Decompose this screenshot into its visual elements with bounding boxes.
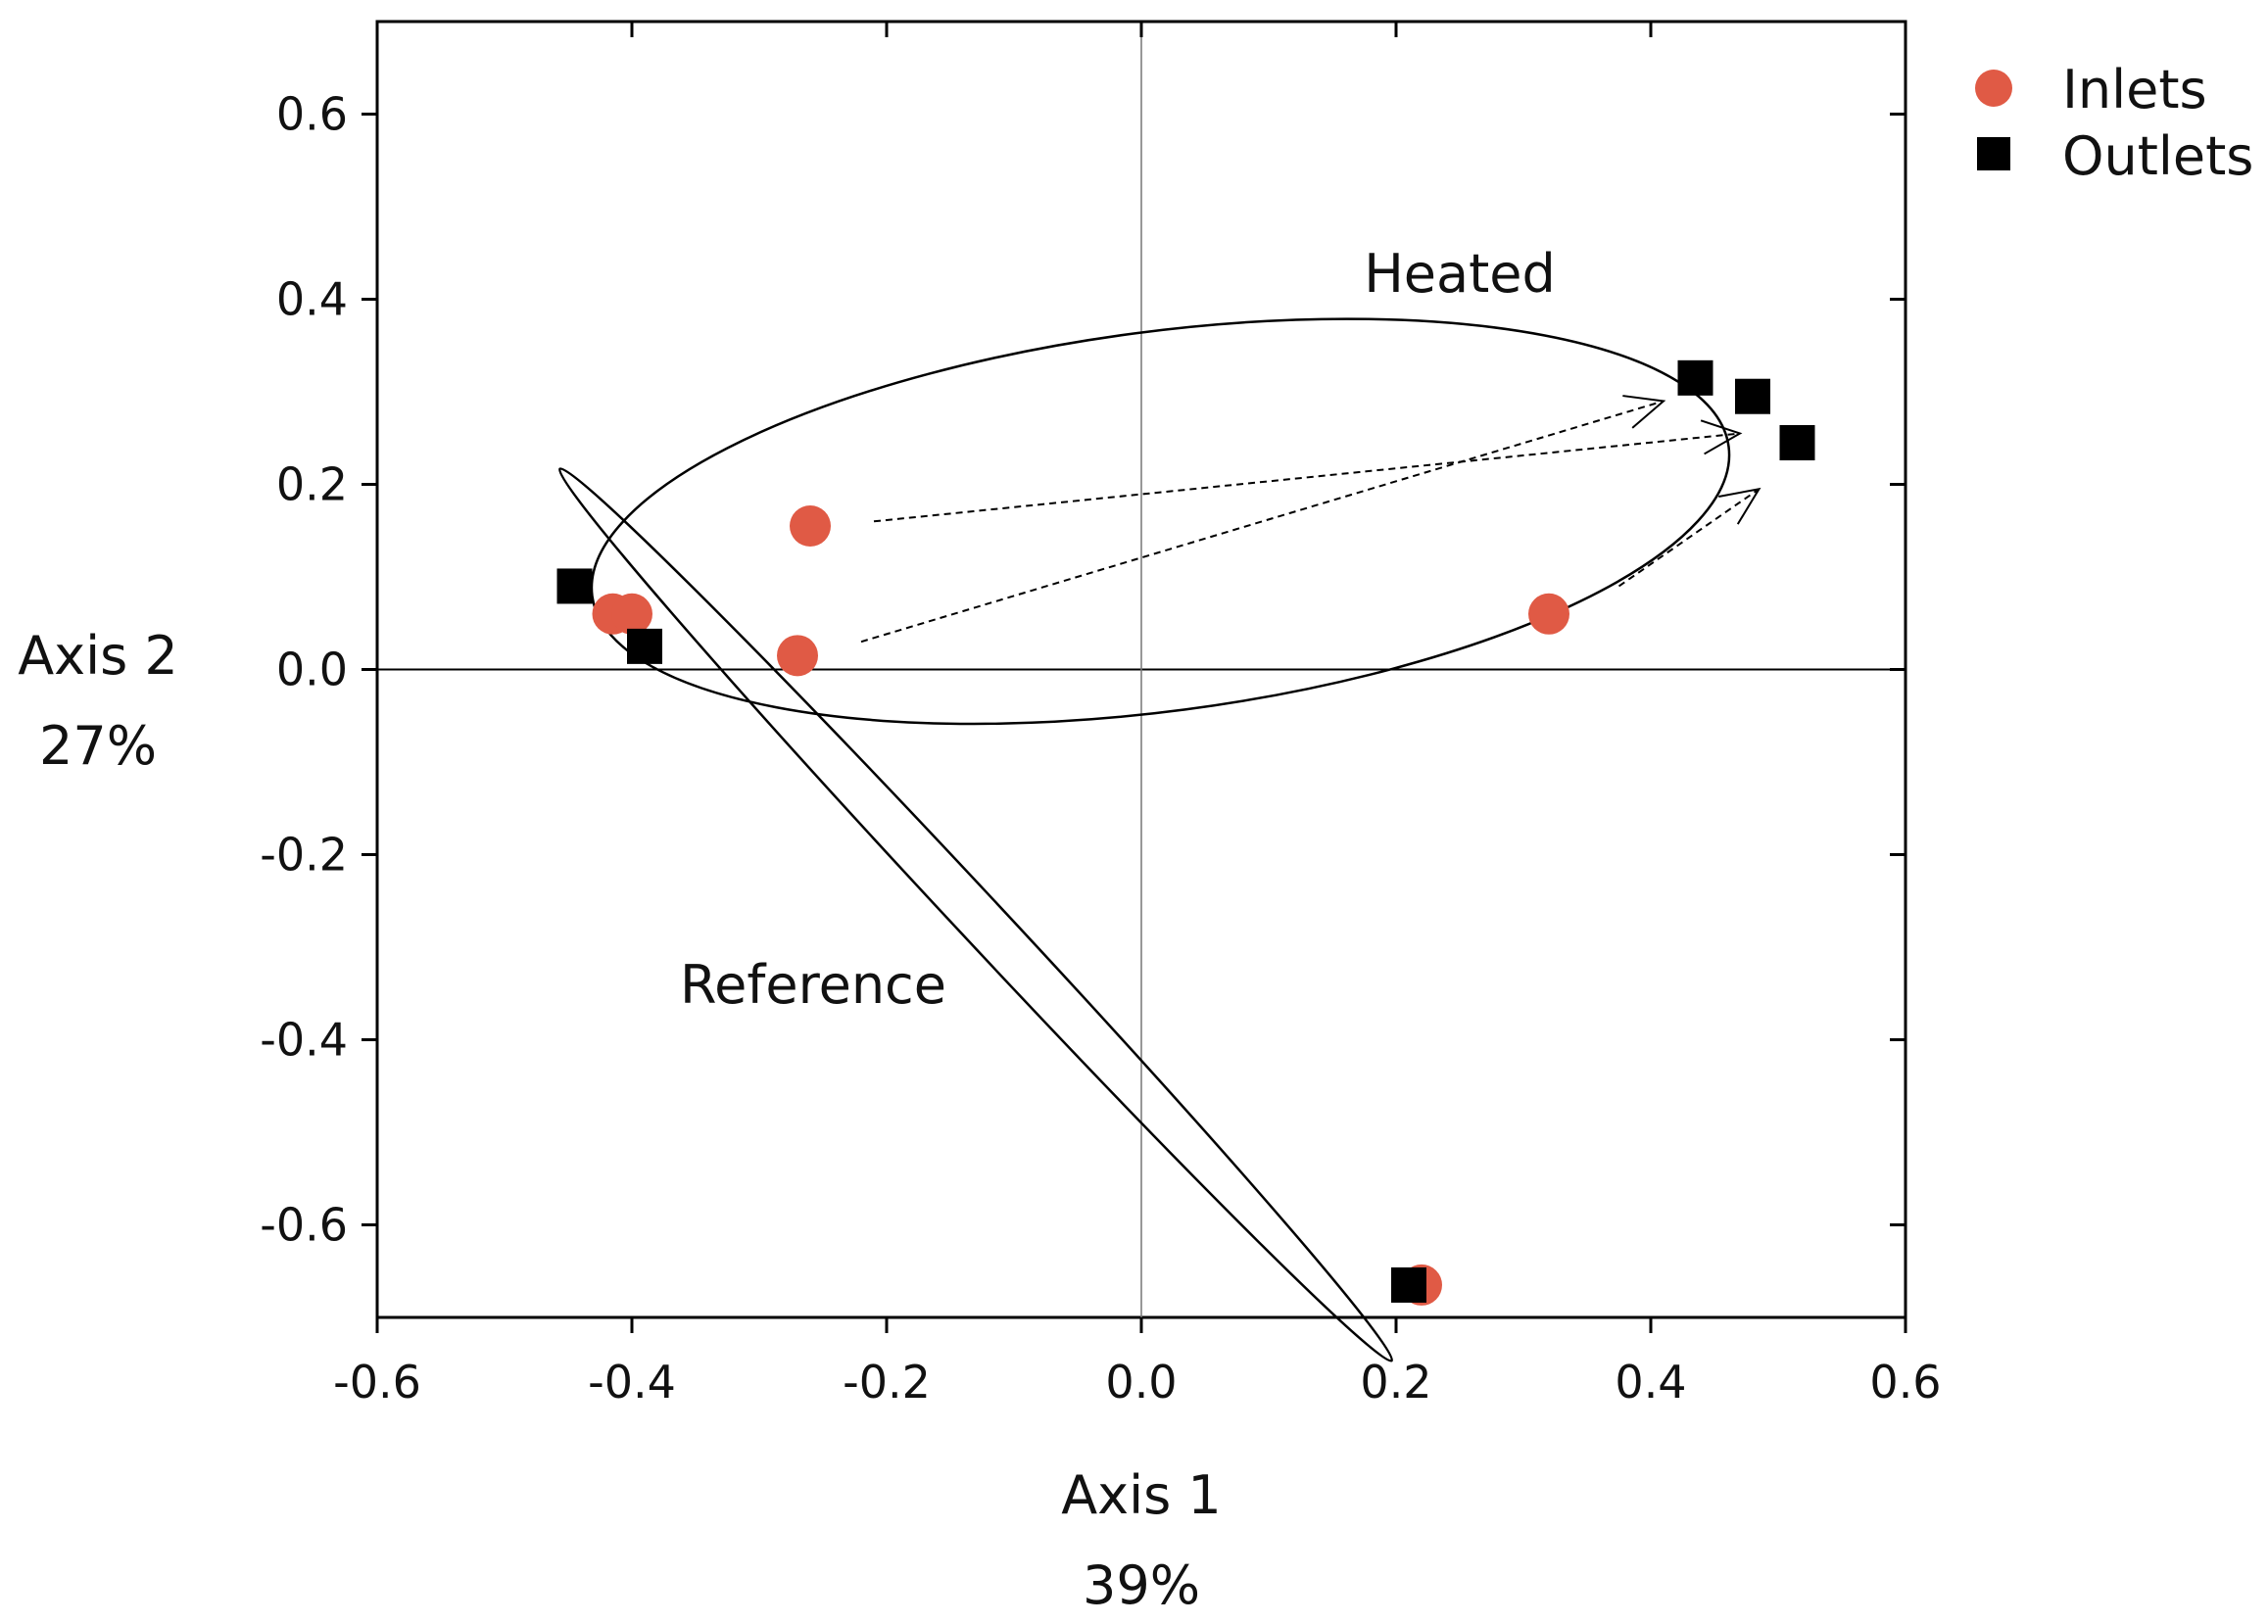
legend-inlets-label: Inlets [2062,59,2207,120]
y-axis-percent: 27% [39,715,157,777]
outlet-point [627,628,662,664]
x-tick-label: 0.2 [1360,1356,1431,1409]
y-tick-label: 0.0 [276,644,348,696]
trend-arrow-head [1718,487,1761,525]
y-tick-label: 0.6 [276,88,348,141]
outlet-point [1735,378,1770,414]
group-ellipses [557,317,1731,1362]
arrows [860,395,1761,644]
trend-arrow [860,400,1665,644]
outlet-point [1391,1266,1426,1303]
x-tick-label: -0.4 [588,1356,676,1409]
inlet-point [611,593,652,635]
group-label-reference: Reference [680,954,946,1016]
x-tick-label: 0.4 [1615,1356,1686,1409]
legend: Inlets Outlets [1975,59,2253,187]
y-tick-label: 0.4 [276,273,348,326]
x-axis-title: Axis 1 [1061,1464,1222,1526]
group-ellipse-reference [557,467,1394,1362]
y-axis-title: Axis 2 [18,625,178,687]
data-points [556,359,1815,1306]
axes: -0.6 -0.4 -0.2 0.0 0.2 0.4 0.6 -0.6 -0.4 -0.2 0.0 0… [260,20,1942,1409]
trend-arrow-head [1700,419,1743,455]
trend-arrow-head [1622,395,1666,429]
y-tick-label: -0.2 [260,829,348,882]
x-axis-percent: 39% [1083,1554,1200,1616]
legend-outlets-marker [1977,137,2010,170]
legend-inlets-marker [1975,70,2012,107]
x-tick-label: 0.6 [1869,1356,1941,1409]
outlet-point [1779,424,1815,460]
outlet-point [556,568,593,604]
group-ellipse-heated [590,317,1731,726]
group-label-heated: Heated [1364,243,1556,305]
x-tick-label: -0.2 [843,1356,931,1409]
y-tick-label: -0.4 [260,1014,348,1067]
inlet-point [790,505,831,548]
y-tick-label: -0.6 [260,1199,348,1252]
legend-outlets-label: Outlets [2062,125,2253,187]
x-tick-label: 0.0 [1105,1356,1177,1409]
inlet-point [1528,593,1569,635]
outlet-point [1677,359,1713,396]
trend-arrow [873,432,1741,523]
y-tick-label: 0.2 [276,458,348,511]
inlet-point [777,635,818,677]
trend-arrow [1617,488,1761,588]
x-tick-label: -0.6 [333,1356,421,1409]
